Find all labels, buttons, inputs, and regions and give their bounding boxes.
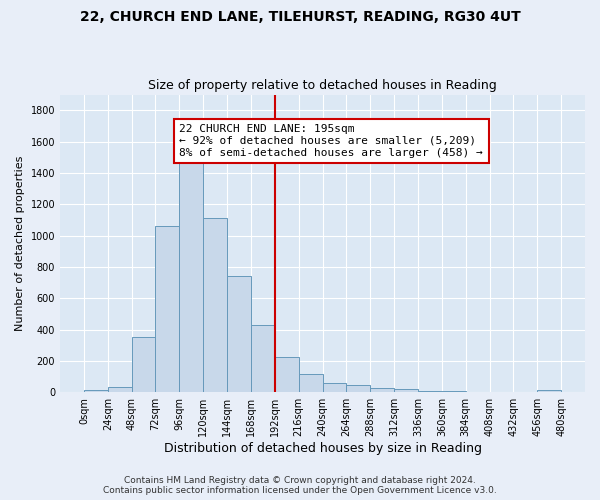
Bar: [251, 325, 275, 392]
Bar: [323, 383, 346, 392]
Bar: [155, 226, 179, 392]
Text: 22 CHURCH END LANE: 195sqm
← 92% of detached houses are smaller (5,209)
8% of se: 22 CHURCH END LANE: 195sqm ← 92% of deta…: [179, 124, 483, 158]
Y-axis label: Number of detached properties: Number of detached properties: [15, 156, 25, 331]
Bar: [394, 389, 418, 392]
Bar: [442, 391, 466, 392]
X-axis label: Distribution of detached houses by size in Reading: Distribution of detached houses by size …: [164, 442, 482, 455]
Bar: [179, 160, 203, 392]
Bar: [418, 391, 442, 392]
Bar: [203, 218, 227, 392]
Bar: [370, 388, 394, 392]
Text: 22, CHURCH END LANE, TILEHURST, READING, RG30 4UT: 22, CHURCH END LANE, TILEHURST, READING,…: [80, 10, 520, 24]
Bar: [537, 390, 561, 392]
Bar: [108, 387, 131, 392]
Bar: [346, 386, 370, 392]
Title: Size of property relative to detached houses in Reading: Size of property relative to detached ho…: [148, 79, 497, 92]
Text: Contains HM Land Registry data © Crown copyright and database right 2024.
Contai: Contains HM Land Registry data © Crown c…: [103, 476, 497, 495]
Bar: [275, 357, 299, 392]
Bar: [227, 276, 251, 392]
Bar: [299, 374, 323, 392]
Bar: [84, 390, 108, 392]
Bar: [131, 338, 155, 392]
